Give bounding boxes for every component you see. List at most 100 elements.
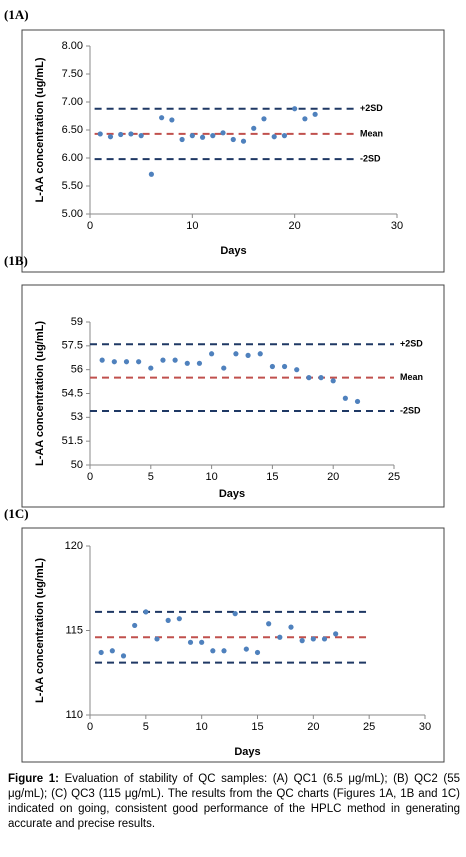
x-tick-label: 15	[251, 721, 263, 733]
x-tick-label: 10	[186, 220, 198, 232]
x-tick-label: 0	[87, 721, 93, 733]
point	[172, 357, 178, 363]
point	[266, 621, 272, 627]
y-tick-label: 53	[71, 411, 83, 423]
point	[159, 115, 165, 121]
point	[169, 117, 175, 123]
x-tick-label: 0	[87, 471, 93, 483]
point	[321, 636, 328, 642]
point	[209, 351, 215, 357]
panel-label: (1C)	[4, 506, 29, 521]
figure: (1A) L-AA concentration (ug/mL) Days 5.00 5.…	[4, 7, 445, 763]
y-tick-label: 120	[65, 540, 83, 552]
y-tick-label: 110	[65, 709, 83, 721]
x-tick-label: 30	[391, 220, 403, 232]
point	[292, 106, 298, 112]
panel-frame	[21, 527, 445, 763]
point	[128, 131, 134, 137]
y-tick-label: 51.5	[62, 435, 83, 447]
point	[257, 351, 263, 357]
y-axis-title: L-AA concentration (ug/mL)	[34, 558, 46, 703]
point	[281, 133, 288, 139]
point	[232, 611, 238, 617]
x-tick-label: 0	[87, 220, 93, 232]
point	[199, 639, 205, 645]
point	[220, 130, 226, 136]
reference-label: -2SD	[400, 405, 421, 415]
point	[330, 378, 336, 384]
x-tick-label: 10	[196, 721, 208, 733]
point	[233, 351, 239, 357]
panel-frame	[21, 284, 445, 508]
x-tick-label: 25	[363, 721, 375, 733]
point	[210, 648, 216, 654]
point	[179, 136, 185, 143]
x-tick-label: 20	[307, 721, 319, 733]
caption-text: Evaluation of stability of QC samples: (…	[8, 773, 460, 830]
point	[107, 134, 114, 140]
point	[230, 136, 236, 143]
point	[118, 131, 124, 138]
point	[302, 116, 308, 122]
reference-label: +2SD	[360, 103, 383, 113]
point	[269, 363, 275, 370]
y-axis-title: L-AA concentration (ug/mL)	[34, 57, 46, 202]
point	[254, 649, 261, 656]
x-axis-title: Days	[234, 746, 260, 758]
y-tick-label: 6.00	[62, 152, 83, 164]
reference-label: Mean	[360, 128, 383, 138]
point	[288, 624, 294, 630]
point	[97, 131, 103, 137]
point	[132, 622, 138, 629]
x-tick-label: 20	[327, 471, 339, 483]
point	[312, 111, 318, 117]
y-tick-label: 59	[71, 316, 83, 328]
panel-frame	[21, 29, 445, 273]
point	[221, 365, 227, 371]
point	[240, 138, 247, 144]
point	[281, 363, 288, 370]
point	[318, 375, 324, 381]
point	[138, 133, 144, 139]
panel-label: (1A)	[4, 7, 29, 22]
point	[251, 125, 257, 131]
point	[187, 639, 194, 645]
point	[154, 636, 160, 642]
point	[294, 367, 300, 373]
point	[148, 171, 154, 177]
panel-label: (1B)	[4, 253, 28, 268]
caption-label: Figure 1:	[8, 773, 59, 785]
point	[221, 648, 227, 654]
point	[271, 134, 277, 140]
y-tick-label: 6.50	[62, 124, 83, 136]
caption: Figure 1: Evaluation of stability of QC …	[8, 772, 460, 832]
point	[277, 634, 283, 640]
y-tick-label: 7.00	[62, 96, 83, 108]
point	[310, 636, 316, 642]
point	[245, 352, 251, 358]
point	[109, 648, 115, 654]
y-tick-label: 50	[71, 459, 83, 471]
y-tick-label: 56	[71, 364, 83, 376]
y-axis-title: L-AA concentration (ug/mL)	[34, 321, 46, 466]
x-tick-label: 5	[148, 471, 154, 483]
point	[342, 395, 348, 401]
reference-label: Mean	[400, 372, 423, 382]
reference-label: -2SD	[360, 153, 381, 163]
x-tick-label: 5	[143, 721, 149, 733]
point	[143, 609, 149, 615]
y-tick-label: 57.5	[62, 340, 83, 352]
point	[306, 375, 312, 381]
x-tick-label: 30	[419, 721, 431, 733]
y-tick-label: 54.5	[62, 387, 83, 399]
point	[261, 116, 267, 122]
point	[148, 365, 154, 371]
point	[333, 631, 339, 637]
y-tick-label: 5.50	[62, 180, 83, 192]
y-tick-label: 115	[65, 624, 83, 636]
point	[99, 357, 105, 363]
point	[196, 360, 203, 366]
point	[98, 649, 104, 656]
point	[111, 359, 117, 365]
